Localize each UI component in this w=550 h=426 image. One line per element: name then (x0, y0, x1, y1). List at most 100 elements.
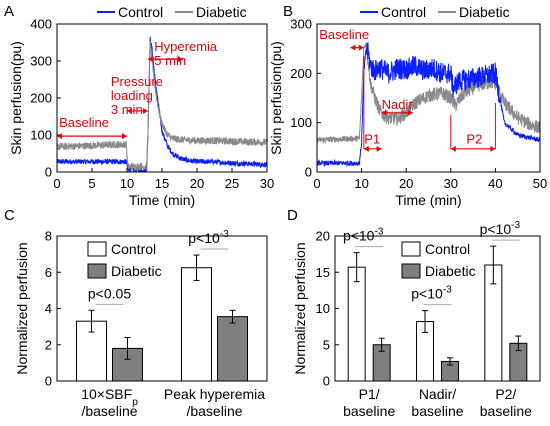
annotation-baseline: Baseline (59, 115, 109, 130)
category-label: /baseline (81, 403, 137, 419)
x-tick-label: 15 (155, 176, 169, 191)
panel-c-bar-chart: C 0 2 4 6 8 Normalized perfusion 10×SBFp/baseli… (4, 207, 268, 419)
series-line-diabetic (57, 41, 267, 171)
bar-control (347, 266, 366, 382)
y-axis-label: Normalized perfusion (292, 242, 308, 374)
y-tick-label: 4 (45, 301, 52, 316)
p-value: p<0.05 (88, 285, 131, 301)
legend-label-control: Control (381, 4, 426, 20)
x-tick-label: 30 (260, 176, 274, 191)
legend-label-diabetic: Diabetic (111, 263, 162, 279)
hyperemia-arrow-head-left (148, 56, 153, 63)
p-value: p<10-3 (480, 220, 521, 237)
y-tick-label: 0 (45, 374, 52, 389)
annotation-baseline: Baseline (319, 27, 369, 42)
y-tick-label: 6 (45, 265, 52, 280)
plot-frame (56, 23, 268, 173)
series-line-diabetic (317, 42, 540, 145)
y-tick-label: 0 (305, 165, 312, 180)
legend-label-diabetic: Diabetic (196, 4, 247, 20)
p-value: p<10-3 (188, 229, 229, 246)
y-tick-label: 100 (290, 115, 312, 130)
legend-label-control: Control (111, 241, 156, 257)
plot-frame (56, 235, 268, 382)
hyperemia-arrow-head-right (178, 56, 183, 63)
annotation-pressure: Pressure (111, 74, 163, 89)
x-axis-label: Time (min) (395, 192, 461, 208)
y-axis-label: Skin perfusion(pu) (8, 41, 24, 155)
pressure-arrow-head-right (143, 107, 148, 114)
x-tick-label: 5 (88, 176, 95, 191)
x-tick-label: 10 (354, 176, 368, 191)
y-tick-label: 2 (45, 337, 52, 352)
legend-label-control: Control (118, 4, 163, 20)
p1-arrow-head-right (376, 145, 382, 152)
x-tick-label: 20 (190, 176, 204, 191)
annotation-loading: loading (111, 88, 153, 103)
panel-label-c: C (4, 207, 15, 224)
legend-swatch-control (401, 241, 421, 257)
p1-arrow-head-left (363, 145, 369, 152)
x-axis-label: Time (min) (129, 192, 195, 208)
legend-label-diabetic: Diabetic (425, 263, 476, 279)
p2-arrow-head-right (490, 145, 496, 152)
nadir-arrow-head-right (407, 109, 413, 116)
panel-a-line-chart: A 0 100 200 300 400 Skin perfusion(pu) 0 5 10 15 20… (4, 3, 274, 208)
y-tick-label: 10 (316, 301, 330, 316)
category-label: /baseline (186, 403, 242, 419)
x-tick-label: 25 (225, 176, 239, 191)
panel-d-bar-chart: D 0 5 10 15 20 Normalized perfusion P1/baseline… (287, 207, 541, 419)
category-label: 10×SBFp (81, 386, 138, 408)
annotation-5-min: 5 min (154, 53, 186, 68)
y-tick-label: 8 (45, 229, 52, 244)
panel-label-d: D (287, 207, 298, 224)
x-tick-label: 40 (488, 176, 502, 191)
plot-frame (334, 235, 541, 382)
panel-b-line-chart: B 0 100 200 300 Skin perfusion(pu) 0 10 20 30 40 50… (268, 3, 547, 208)
series-line-control (57, 36, 267, 172)
y-tick-label: 0 (45, 165, 52, 180)
y-tick-label: 0 (323, 374, 330, 389)
x-tick-label: 0 (313, 176, 320, 191)
x-tick-label: 30 (444, 176, 458, 191)
category-label: Peak hyperemia (164, 386, 265, 402)
annotation-hyperemia: Hyperemia (154, 39, 218, 54)
x-tick-label: 50 (533, 176, 547, 191)
y-tick-label: 400 (30, 17, 52, 32)
y-tick-label: 5 (323, 337, 330, 352)
y-tick-label: 20 (316, 229, 330, 244)
category-label: baseline (343, 403, 395, 419)
annotation-p2: P2 (466, 131, 482, 146)
y-tick-label: 300 (30, 54, 52, 69)
baseline-arrow-head-right (122, 133, 127, 140)
legend-swatch-diabetic (401, 263, 421, 279)
annotation-p1: P1 (364, 131, 380, 146)
y-tick-label: 100 (30, 128, 52, 143)
pressure-arrow-head-left (127, 107, 132, 114)
p-value: p<10-3 (411, 285, 452, 302)
p-value: p<10-3 (343, 227, 384, 244)
y-tick-label: 300 (290, 17, 312, 32)
baseline-arrow-head-left (350, 44, 356, 51)
p2-arrow-head-left (450, 145, 456, 152)
legend-swatch-diabetic (87, 263, 107, 279)
panel-label-b: B (283, 3, 293, 20)
series-line-control (317, 42, 540, 168)
annotation-3-min: 3 min (111, 102, 143, 117)
x-tick-label: 20 (399, 176, 413, 191)
legend-swatch-control (87, 241, 107, 257)
category-label: baseline (411, 403, 463, 419)
y-axis-label: Skin perfusion(pu) (268, 41, 284, 155)
y-tick-label: 200 (290, 66, 312, 81)
category-label: Nadir/ (419, 386, 456, 402)
plot-frame (316, 23, 541, 173)
y-axis-label: Normalized perfusion (14, 242, 30, 374)
baseline-arrow-head-right (358, 44, 364, 51)
category-label: P1/ (359, 386, 380, 402)
category-label: P2/ (495, 386, 516, 402)
x-tick-label: 10 (120, 176, 134, 191)
legend-label-diabetic: Diabetic (459, 4, 510, 20)
panel-label-a: A (4, 3, 14, 20)
y-tick-label: 15 (316, 265, 330, 280)
